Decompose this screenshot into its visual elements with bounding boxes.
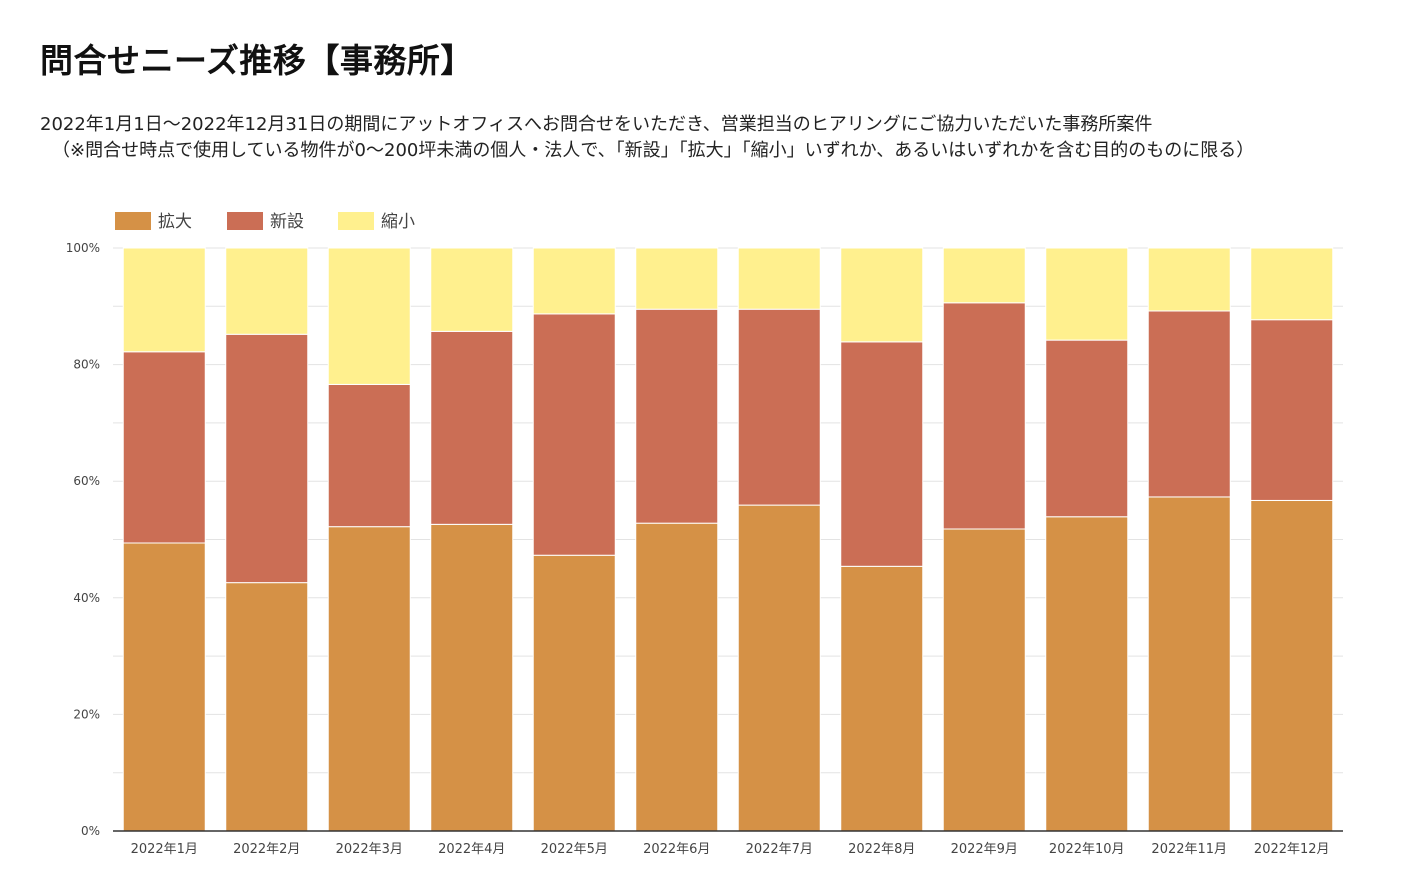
bar-segment bbox=[225, 582, 309, 832]
x-category-label: 2022年3月 bbox=[336, 842, 403, 857]
description-line-1: 2022年1月1日〜2022年12月31日の期間にアットオフィスへお問合せをいた… bbox=[40, 114, 1153, 135]
legend-swatch bbox=[115, 212, 151, 230]
legend-label: 拡大 bbox=[158, 212, 192, 232]
x-category-label: 2022年8月 bbox=[848, 842, 915, 857]
bar-segment bbox=[1147, 310, 1231, 498]
bar-segment bbox=[1045, 339, 1129, 518]
bar-segment bbox=[532, 247, 616, 315]
bar-segment bbox=[942, 302, 1026, 530]
bar-segment bbox=[122, 542, 206, 832]
x-category-label: 2022年4月 bbox=[438, 842, 505, 857]
bar-segment bbox=[327, 383, 411, 528]
bar-segment bbox=[122, 351, 206, 544]
bar-segment bbox=[327, 247, 411, 385]
bar-segment bbox=[225, 333, 309, 584]
x-category-label: 2022年10月 bbox=[1049, 842, 1125, 857]
bar-segment bbox=[532, 554, 616, 832]
bar-segment bbox=[1147, 496, 1231, 832]
bar-segment bbox=[942, 528, 1026, 832]
bar-segment bbox=[327, 526, 411, 832]
bar-segment bbox=[430, 523, 514, 832]
bar-segment bbox=[635, 247, 719, 310]
y-tick-label: 40% bbox=[73, 591, 100, 605]
bar-segment bbox=[1250, 319, 1334, 501]
bar-segment bbox=[737, 247, 821, 310]
bar-segment bbox=[840, 341, 924, 567]
bar-segment bbox=[1250, 499, 1334, 832]
bar-segment bbox=[840, 565, 924, 832]
bar-segment bbox=[1045, 247, 1129, 341]
bar-segment bbox=[1045, 516, 1129, 832]
legend-label: 縮小 bbox=[381, 212, 415, 232]
bar-segment bbox=[532, 313, 616, 556]
legend-swatch bbox=[338, 212, 374, 230]
bar-segment bbox=[635, 308, 719, 524]
y-tick-label: 20% bbox=[73, 707, 100, 721]
description-line-2: （※問合せ時点で使用している物件が0〜200坪未満の個人・法人で、「新設」「拡大… bbox=[52, 140, 1255, 161]
bar-segment bbox=[635, 522, 719, 832]
bar-segment bbox=[1250, 247, 1334, 321]
x-category-label: 2022年6月 bbox=[643, 842, 710, 857]
x-category-label: 2022年9月 bbox=[951, 842, 1018, 857]
x-category-label: 2022年1月 bbox=[131, 842, 198, 857]
x-category-label: 2022年7月 bbox=[746, 842, 813, 857]
y-tick-label: 60% bbox=[73, 474, 100, 488]
x-category-label: 2022年12月 bbox=[1254, 842, 1330, 857]
bar-segment bbox=[840, 247, 924, 343]
bar-segment bbox=[122, 247, 206, 353]
page-title: 問合せニーズ推移【事務所】 bbox=[40, 41, 474, 80]
legend-label: 新設 bbox=[270, 212, 304, 232]
bar-segment bbox=[737, 308, 821, 506]
bar-segment bbox=[1147, 247, 1231, 312]
bar-segment bbox=[430, 247, 514, 332]
y-tick-label: 100% bbox=[66, 241, 100, 255]
y-tick-label: 80% bbox=[73, 358, 100, 372]
x-category-label: 2022年2月 bbox=[233, 842, 300, 857]
y-tick-label: 0% bbox=[81, 824, 100, 838]
bar-segment bbox=[942, 247, 1026, 304]
description: 2022年1月1日〜2022年12月31日の期間にアットオフィスへお問合せをいた… bbox=[40, 112, 1254, 164]
legend-swatch bbox=[227, 212, 263, 230]
bar-segment bbox=[225, 247, 309, 335]
bar-segment bbox=[737, 504, 821, 832]
x-category-label: 2022年11月 bbox=[1151, 842, 1227, 857]
bar-segment bbox=[430, 330, 514, 525]
x-category-label: 2022年5月 bbox=[541, 842, 608, 857]
